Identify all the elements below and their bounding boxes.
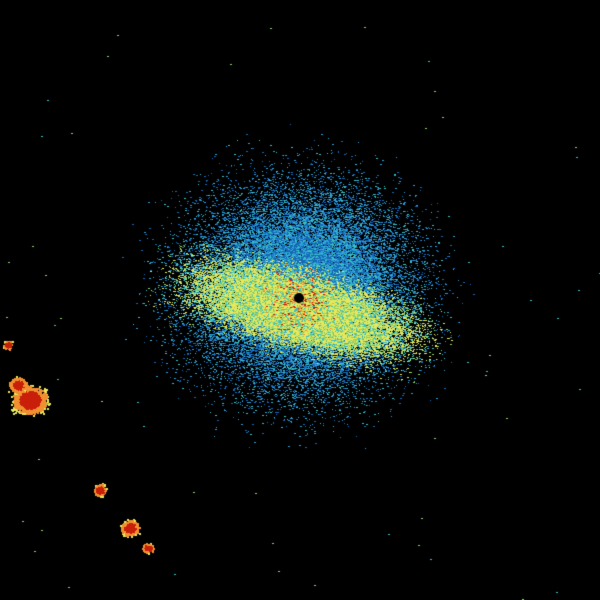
- radar-reflectivity-canvas: [0, 0, 600, 600]
